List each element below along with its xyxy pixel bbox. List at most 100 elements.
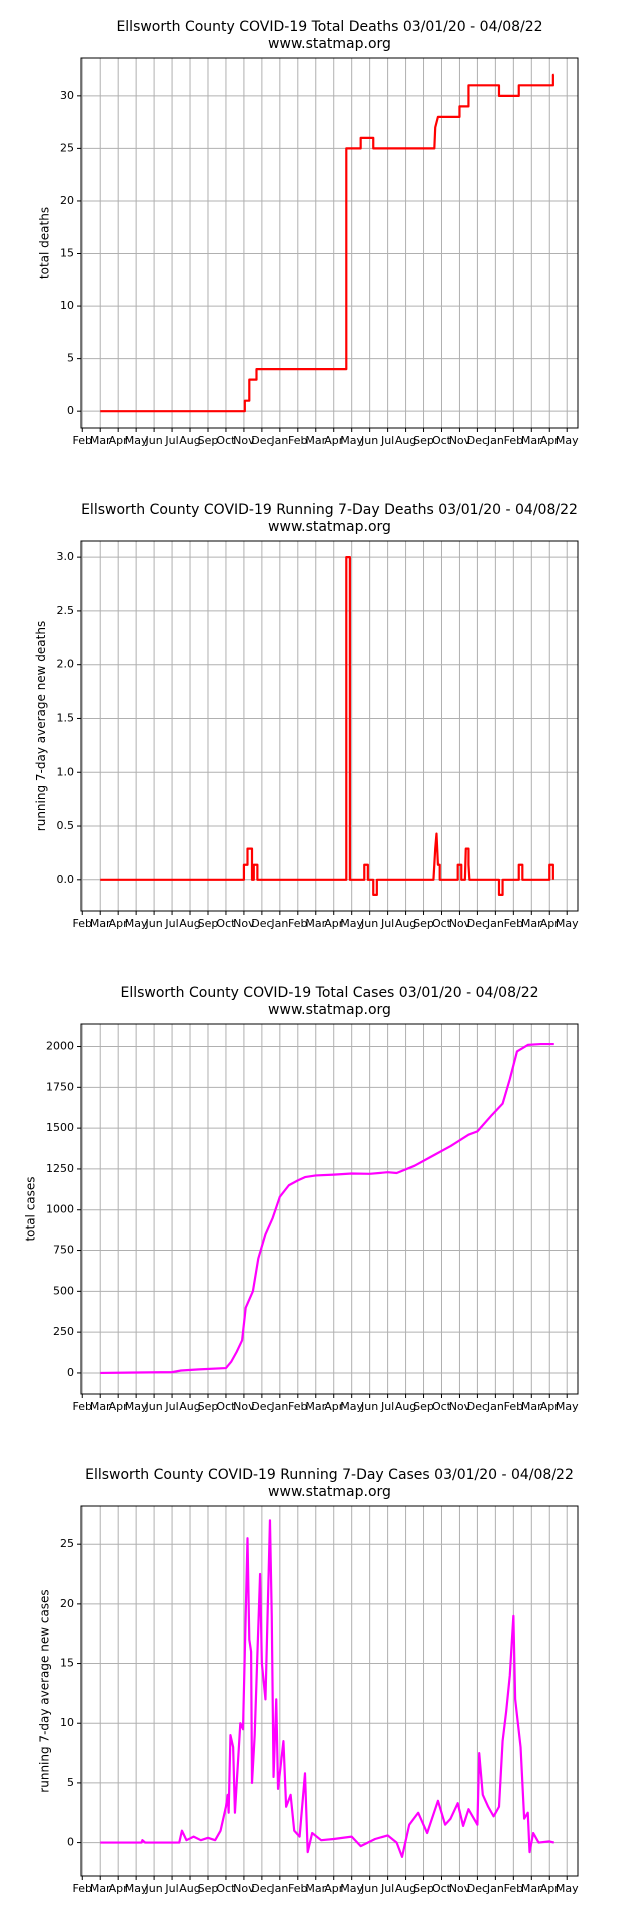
- x-tick-label: Sep: [413, 1400, 434, 1413]
- y-axis-label: total deaths: [38, 207, 52, 279]
- data-line: [100, 1519, 555, 1858]
- chart: Ellsworth County COVID-19 Total Deaths 0…: [38, 19, 580, 447]
- x-tick-label: Apr: [540, 1400, 560, 1413]
- x-tick-label: May: [125, 434, 148, 447]
- x-tick-label: Apr: [540, 434, 560, 447]
- chart: Ellsworth County COVID-19 Running 7-Day …: [34, 502, 579, 930]
- y-tick-label: 0.0: [57, 873, 75, 886]
- x-tick-label: Dec: [251, 1400, 272, 1413]
- x-tick-label: Feb: [288, 917, 307, 930]
- x-tick-label: Sep: [413, 917, 434, 930]
- x-tick-label: Nov: [233, 917, 255, 930]
- x-tick-label: Sep: [198, 1882, 219, 1895]
- x-tick-label: Apr: [324, 1400, 344, 1413]
- y-tick-label: 20: [60, 1597, 74, 1610]
- x-tick-label: Mar: [305, 434, 326, 447]
- x-tick-label: Apr: [540, 917, 560, 930]
- plot-frame: [80, 1023, 579, 1395]
- x-tick-label: Oct: [432, 1400, 452, 1413]
- x-tick-label: Dec: [467, 917, 488, 930]
- plot-frame: [80, 57, 579, 429]
- x-tick-label: Jan: [486, 434, 504, 447]
- x-tick-label: Jul: [380, 1882, 394, 1895]
- x-tick-label: Jun: [145, 1882, 163, 1895]
- x-tick-label: Jun: [360, 1400, 378, 1413]
- chart-title: Ellsworth County COVID-19 Total Cases 03…: [120, 985, 538, 1001]
- x-tick-label: Jul: [380, 1400, 394, 1413]
- x-tick-label: Jun: [360, 917, 378, 930]
- x-tick-label: Dec: [467, 1882, 488, 1895]
- x-tick-label: Feb: [504, 917, 523, 930]
- x-tick-label: Aug: [179, 1882, 200, 1895]
- chart: Ellsworth County COVID-19 Total Cases 03…: [24, 985, 580, 1413]
- y-tick-label: 250: [53, 1325, 74, 1338]
- x-tick-label: Oct: [432, 434, 452, 447]
- x-tick-label: Jul: [164, 434, 178, 447]
- x-tick-label: Feb: [504, 1882, 523, 1895]
- chart-subtitle: www.statmap.org: [268, 519, 391, 535]
- y-tick-label: 1500: [46, 1121, 74, 1134]
- x-tick-label: Apr: [109, 1400, 129, 1413]
- y-tick-label: 0: [67, 404, 74, 417]
- y-tick-label: 0: [67, 1836, 74, 1849]
- x-tick-label: Dec: [251, 434, 272, 447]
- x-tick-label: Mar: [521, 917, 542, 930]
- x-tick-label: Oct: [432, 917, 452, 930]
- y-tick-label: 3.0: [57, 550, 75, 563]
- x-tick-label: Apr: [109, 917, 129, 930]
- chart-title: Ellsworth County COVID-19 Running 7-Day …: [81, 502, 578, 518]
- x-tick-label: Mar: [521, 434, 542, 447]
- data-line: [100, 1042, 554, 1375]
- x-tick-label: Aug: [179, 1400, 200, 1413]
- x-tick-label: Sep: [413, 1882, 434, 1895]
- x-tick-label: Jan: [486, 1882, 504, 1895]
- x-tick-label: Aug: [395, 1400, 416, 1413]
- y-axis-label: running 7-day average new cases: [38, 1589, 52, 1792]
- y-tick-label: 2.5: [57, 604, 75, 617]
- x-tick-label: Aug: [395, 917, 416, 930]
- x-tick-label: Jun: [360, 1882, 378, 1895]
- x-tick-label: Feb: [504, 1400, 523, 1413]
- x-tick-label: Nov: [233, 434, 255, 447]
- x-tick-label: Apr: [324, 1882, 344, 1895]
- x-tick-label: Dec: [251, 1882, 272, 1895]
- data-line: [100, 73, 554, 413]
- x-tick-label: Apr: [324, 917, 344, 930]
- y-tick-label: 1750: [46, 1080, 74, 1093]
- y-tick-label: 1000: [46, 1203, 74, 1216]
- x-tick-label: May: [340, 434, 363, 447]
- x-tick-label: Jul: [164, 1400, 178, 1413]
- x-tick-label: Aug: [179, 434, 200, 447]
- y-tick-label: 0: [67, 1366, 74, 1379]
- x-tick-label: Jan: [270, 1882, 288, 1895]
- x-tick-label: Mar: [90, 434, 111, 447]
- x-tick-label: May: [340, 1882, 363, 1895]
- y-tick-label: 5: [67, 352, 74, 365]
- x-tick-label: Feb: [288, 434, 307, 447]
- y-tick-label: 10: [60, 299, 74, 312]
- x-tick-label: Aug: [179, 917, 200, 930]
- y-tick-label: 0.5: [57, 819, 75, 832]
- x-tick-label: May: [556, 434, 579, 447]
- x-tick-label: Nov: [233, 1882, 255, 1895]
- y-tick-label: 1250: [46, 1162, 74, 1175]
- x-tick-label: Feb: [73, 917, 92, 930]
- data-line: [100, 556, 554, 896]
- x-tick-label: Apr: [109, 1882, 129, 1895]
- x-tick-label: Jan: [270, 1400, 288, 1413]
- x-tick-label: May: [556, 1882, 579, 1895]
- x-tick-label: Jun: [145, 434, 163, 447]
- x-tick-label: Mar: [90, 1882, 111, 1895]
- x-tick-label: May: [125, 917, 148, 930]
- x-tick-label: Apr: [109, 434, 129, 447]
- x-tick-label: Jul: [164, 1882, 178, 1895]
- x-tick-label: Oct: [216, 1882, 236, 1895]
- x-tick-label: Feb: [73, 1400, 92, 1413]
- x-tick-label: Nov: [449, 917, 471, 930]
- x-tick-label: Jan: [486, 917, 504, 930]
- plot-frame: [80, 1505, 579, 1877]
- x-tick-label: Jul: [380, 434, 394, 447]
- x-tick-label: Feb: [73, 1882, 92, 1895]
- x-tick-label: Mar: [521, 1400, 542, 1413]
- x-tick-label: Aug: [395, 434, 416, 447]
